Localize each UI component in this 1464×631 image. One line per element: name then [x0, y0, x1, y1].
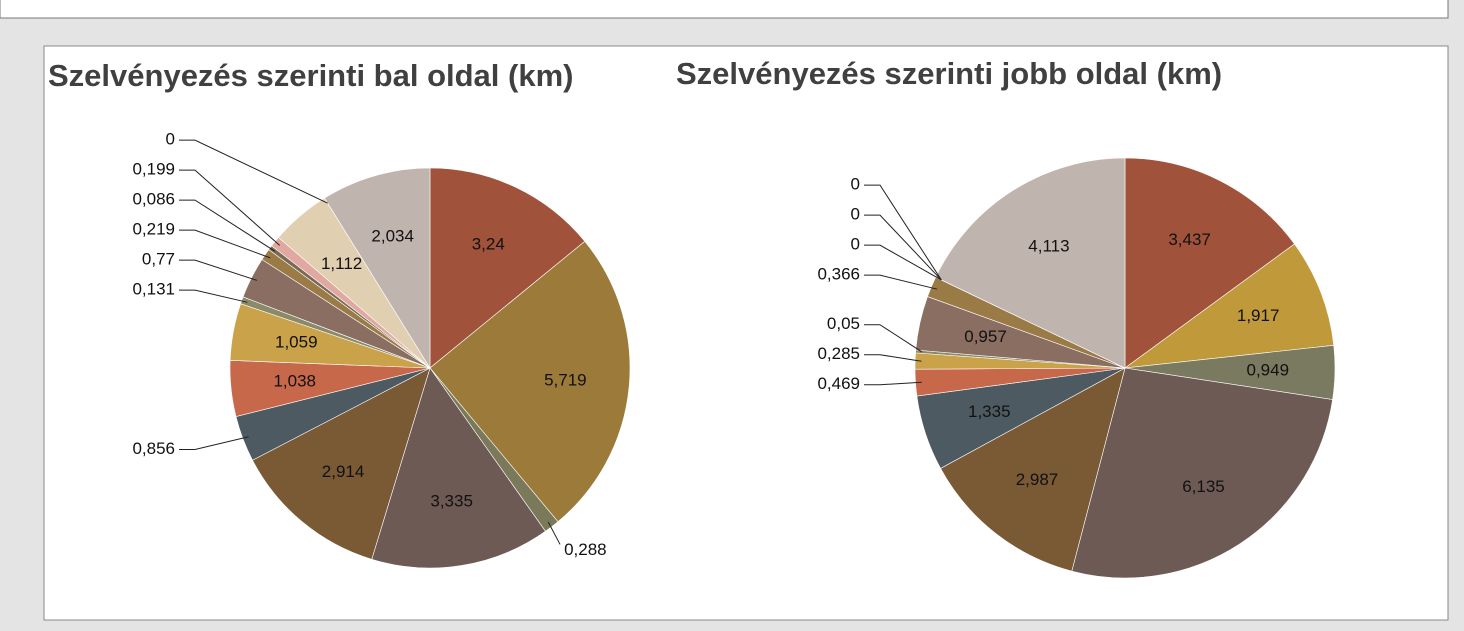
- data-label: 0,856: [132, 439, 175, 458]
- top-panel: [0, 0, 1449, 19]
- leader-line: [864, 184, 942, 281]
- data-label: 0: [851, 205, 860, 224]
- data-label: 0,957: [964, 327, 1007, 346]
- data-label: 3,24: [472, 235, 505, 254]
- chart-title: Szelvényezés szerinti jobb oldal (km): [676, 56, 1222, 91]
- data-label: 0,469: [817, 374, 860, 393]
- data-label: 0,131: [132, 280, 175, 299]
- data-label: 3,437: [1168, 230, 1211, 249]
- data-label: 0: [166, 130, 175, 149]
- leader-line: [547, 521, 561, 545]
- pie-slice: [1124, 157, 1295, 369]
- leader-line: [179, 259, 258, 281]
- data-label: 6,135: [1182, 477, 1225, 496]
- pie-slice: [429, 167, 586, 369]
- data-label: 4,113: [1028, 237, 1069, 256]
- data-label: 1,038: [273, 372, 316, 391]
- pie-slice: [1071, 367, 1333, 579]
- data-label: 0,086: [132, 190, 175, 209]
- leader-line: [179, 229, 271, 259]
- data-label: 1,917: [1237, 306, 1280, 325]
- data-label: 1,112: [321, 254, 362, 273]
- pie-slice: [940, 367, 1126, 572]
- data-label: 0,949: [1246, 361, 1289, 380]
- data-label: 0,366: [817, 265, 860, 284]
- leader-line: [864, 274, 938, 290]
- data-label: 5,719: [544, 370, 587, 389]
- leader-line: [179, 199, 276, 252]
- data-label: 1,335: [968, 402, 1011, 421]
- data-label: 3,335: [430, 492, 473, 511]
- data-label: 1,059: [275, 333, 318, 352]
- data-label: 0,288: [564, 540, 607, 559]
- pie-slice: [935, 157, 1126, 369]
- data-label: 2,987: [1016, 470, 1059, 489]
- pie-slice: [371, 367, 546, 569]
- data-label: 0,77: [142, 250, 175, 269]
- leader-line: [179, 139, 328, 204]
- chart-title: Szelvényezés szerinti bal oldal (km): [48, 58, 573, 93]
- pie-slice: [1123, 243, 1335, 369]
- data-label: 0,219: [132, 220, 175, 239]
- pie-slice: [252, 367, 431, 560]
- leader-line: [864, 354, 922, 362]
- data-label: 0: [851, 235, 860, 254]
- leader-line: [179, 436, 249, 451]
- data-label: 0: [851, 175, 860, 194]
- leader-line: [179, 169, 280, 246]
- data-label: 2,914: [322, 462, 365, 481]
- leader-line: [864, 381, 922, 386]
- pie-slice: [429, 240, 631, 523]
- pie-slice: [324, 167, 431, 370]
- leader-line: [864, 244, 942, 281]
- leader-line: [864, 214, 942, 281]
- leader-line: [179, 289, 248, 303]
- data-label: 2,034: [371, 227, 414, 246]
- data-label: 0,199: [132, 160, 175, 179]
- data-label: 0,05: [827, 314, 860, 333]
- leader-line: [864, 324, 923, 353]
- data-label: 0,285: [817, 344, 860, 363]
